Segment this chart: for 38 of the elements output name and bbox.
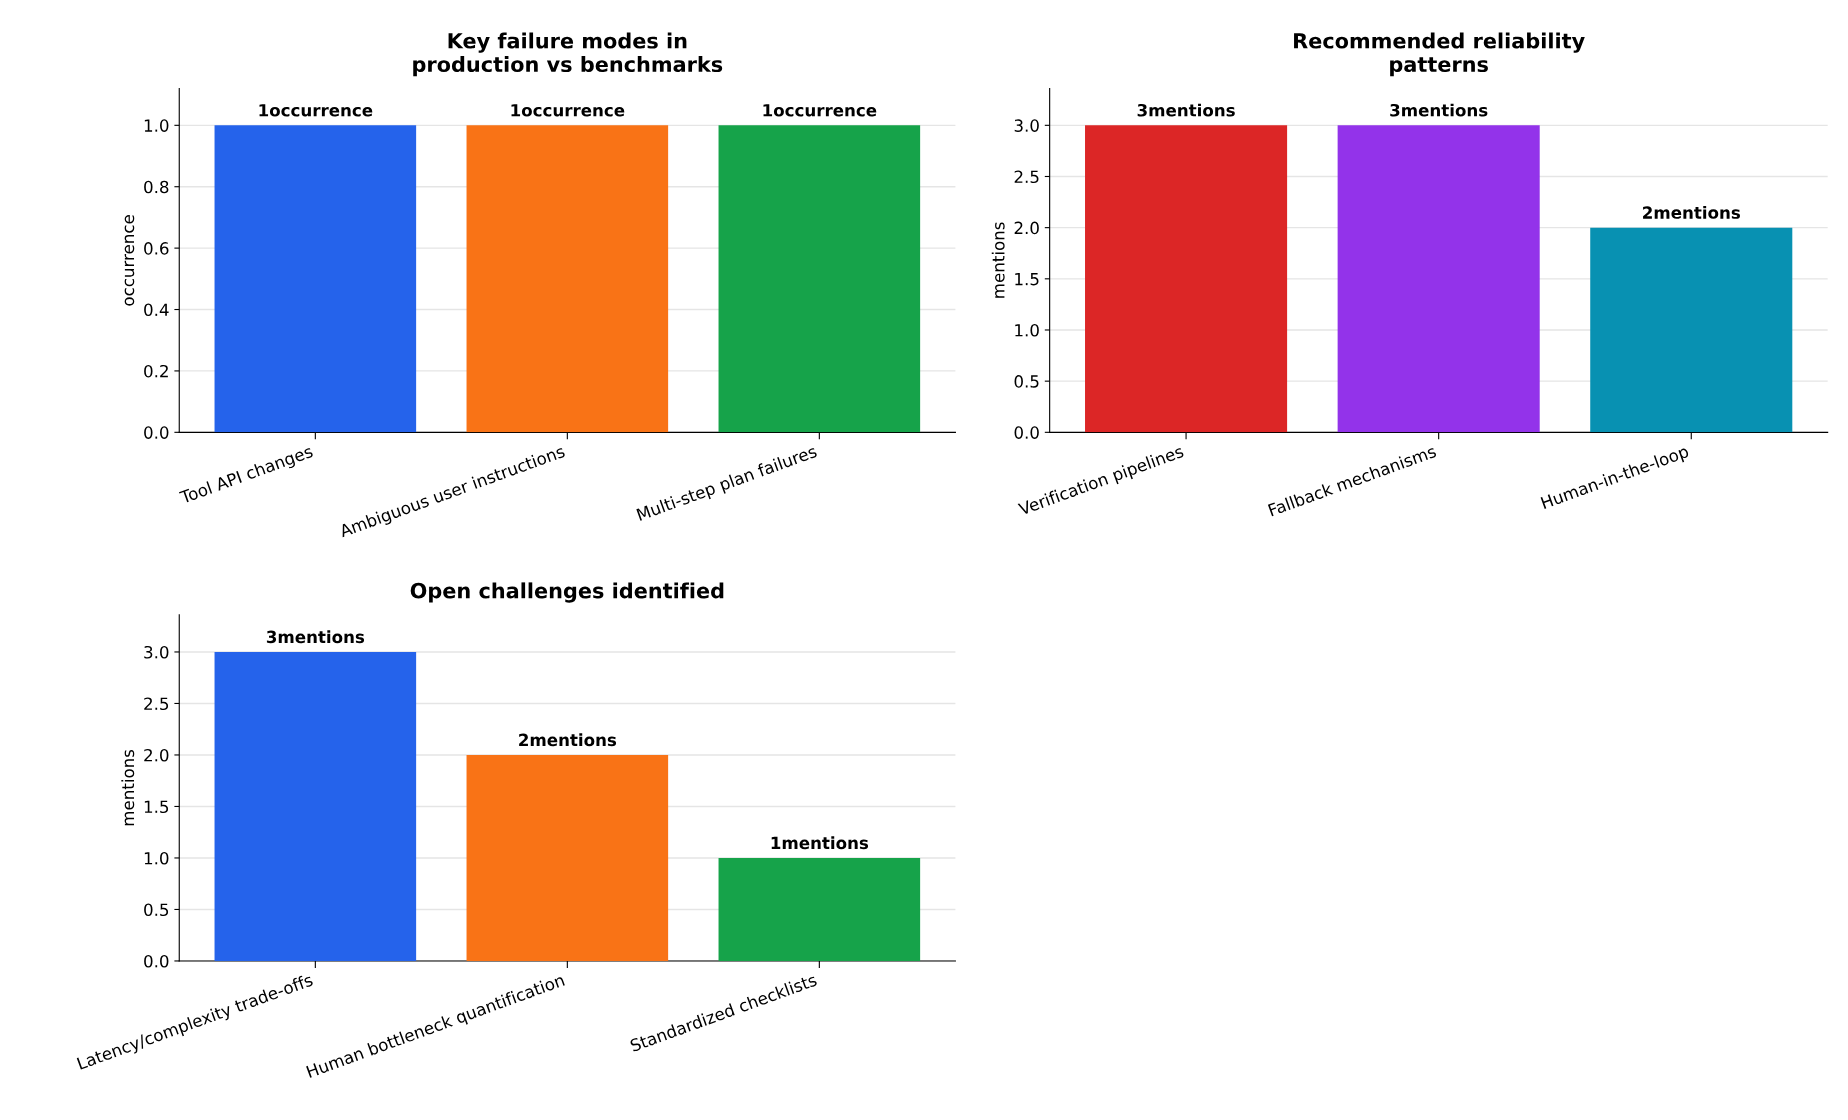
y-tick-label: 0.0	[144, 426, 169, 439]
bar	[466, 754, 669, 961]
y-tick-label: 0.4	[144, 303, 169, 317]
y-tick-label: 0.0	[1014, 426, 1039, 439]
chart-title: Open challenges identified	[410, 582, 724, 603]
y-tick-label: 1.0	[1015, 323, 1039, 337]
y-tick-label: 2.0	[144, 748, 169, 762]
y-tick-label: 1.0	[144, 851, 169, 865]
bar	[718, 857, 921, 961]
y-tick-label: 1.5	[144, 800, 169, 814]
bar	[214, 651, 417, 961]
data-label: 1occurrence	[511, 104, 625, 117]
y-tick-label: 3.0	[144, 645, 169, 659]
y-tick-label: 0.5	[1014, 375, 1039, 388]
data-label: 1occurrence	[259, 104, 373, 117]
y-tick-label: 0.0	[144, 954, 169, 968]
y-tick-label: 0.6	[144, 242, 169, 255]
chart-title: Key failure modes in production vs benchmarks	[413, 32, 723, 77]
y-tick-label: 0.8	[144, 180, 169, 194]
data-label: 3mentions	[1137, 103, 1235, 117]
data-label: 1mentions	[771, 836, 869, 850]
y-axis-title: occurrence	[124, 215, 135, 306]
y-axis-title: mentions	[121, 749, 135, 826]
y-tick-label: 0.5	[144, 903, 169, 917]
y-tick-label: 2.0	[1014, 221, 1039, 235]
data-label: 3mentions	[266, 630, 365, 644]
y-tick-label: 2.5	[144, 697, 169, 711]
y-tick-label: 0.2	[144, 364, 168, 378]
y-tick-label: 1.0	[144, 119, 169, 132]
y-tick-label: 1.5	[1015, 273, 1039, 286]
y-tick-label: 2.5	[1014, 170, 1039, 184]
y-tick-label: 3.0	[1014, 119, 1039, 132]
data-label: 2mentions	[1643, 205, 1740, 219]
y-axis-title: mentions	[991, 222, 1005, 298]
data-label: 3mentions	[1390, 103, 1488, 117]
data-label: 1occurrence	[763, 104, 877, 117]
data-label: 2mentions	[519, 733, 617, 747]
chart-title: Recommended reliability patterns	[1294, 32, 1585, 77]
